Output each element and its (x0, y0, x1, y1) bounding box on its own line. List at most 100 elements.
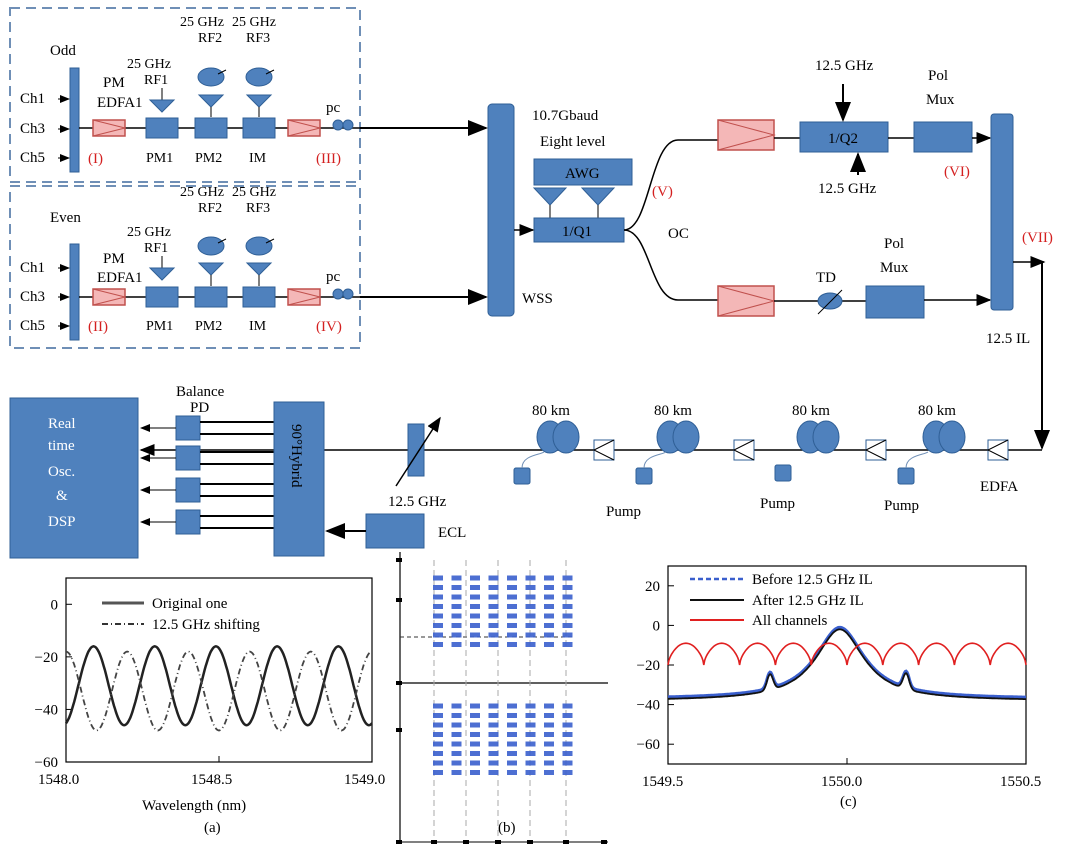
constellation-point (433, 623, 443, 628)
odd-rf2-amp-icon (197, 94, 225, 108)
even-rf3-freq: 25 GHz (232, 185, 276, 200)
chart-c-legend-1: Before 12.5 GHz IL (752, 572, 873, 588)
constellation-point (507, 594, 517, 600)
odd-pm-label: PM (103, 75, 125, 91)
even-rf1-freq: 25 GHz (127, 225, 171, 240)
constellation-point (470, 713, 480, 718)
constellation-point (470, 703, 480, 709)
odd-transmitter-group: Odd Ch1 Ch3 Ch5 PM EDFA1 pc 25 GHz RF1 (9, 7, 361, 183)
iq2-block (799, 121, 889, 153)
chart-a-ytick-label: 0 (51, 597, 59, 613)
constellation-point (433, 642, 443, 647)
constellation-point (488, 722, 499, 728)
chart-a-xtick-label: 1548.0 (38, 772, 79, 788)
constellation-point (525, 732, 536, 737)
balance-label: Balance (176, 384, 225, 400)
dsp-line-2: time (48, 438, 75, 454)
constellation-point (507, 732, 517, 737)
constellation-point (488, 770, 499, 775)
constellation-point (507, 613, 517, 619)
pd-block (175, 445, 201, 471)
chart-c-ytick-label: 0 (653, 618, 661, 634)
constellation-point (525, 741, 536, 747)
even-pm-label: PM (103, 251, 125, 267)
chart-b-xtick (527, 840, 533, 844)
constellation-point (544, 575, 554, 581)
constellation-point (562, 770, 573, 775)
odd-rf3-phase-icon (245, 67, 273, 87)
odd-rf1-freq: 25 GHz (127, 57, 171, 72)
constellation-point (451, 713, 462, 718)
iq2-top-freq: 12.5 GHz (815, 58, 874, 74)
constellation-point (525, 703, 536, 709)
tunable-filter-block (407, 423, 425, 477)
fiber-spool-icon (536, 420, 580, 454)
constellation-point (433, 703, 443, 709)
il-block (990, 113, 1014, 311)
constellation-point (433, 585, 443, 590)
constellation-point (525, 751, 536, 756)
span-4-label: 80 km (918, 403, 956, 419)
pol-mux-upper-line1: Pol (928, 68, 948, 84)
chart-c: 1549.5 1550.0 1550.5 20 0 −20 −40 −60 Before 12… (637, 565, 1041, 810)
even-pm2-label: PM2 (195, 319, 222, 334)
constellation-point (525, 760, 536, 766)
odd-title: Odd (50, 43, 76, 59)
odd-mux-bar (69, 67, 80, 173)
hybrid-label: 90°Hybrid (288, 424, 304, 488)
pol-mux-upper-line2: Mux (926, 92, 955, 108)
awg-driver-right-icon (580, 187, 616, 206)
constellation-point (507, 770, 517, 775)
iq2-label: 1/Q2 (828, 131, 858, 147)
pump-1-label: Pump (606, 504, 641, 520)
constellation-point (525, 604, 536, 609)
chart-c-ytick-label: −20 (637, 658, 660, 674)
even-edfa-icon (92, 288, 126, 306)
constellation-point (488, 632, 499, 638)
constellation-point (544, 642, 554, 647)
constellation-point (488, 713, 499, 718)
chart-b-ytick (396, 598, 402, 602)
constellation-point (525, 642, 536, 647)
constellation-point (470, 623, 480, 628)
awg-driver-left-icon (532, 187, 568, 206)
even-point-iv: (IV) (316, 319, 342, 335)
constellation-point (451, 732, 462, 737)
chart-c-ytick-label: −40 (637, 698, 660, 714)
chart-c-caption: (c) (840, 794, 857, 810)
span-1-label: 80 km (532, 403, 570, 419)
pump-icon (513, 467, 531, 485)
chart-b-ytick (396, 840, 402, 844)
chart-a-xtick-label: 1549.0 (344, 772, 385, 788)
pump-icon (897, 467, 915, 485)
fiber-spool-icon (656, 420, 700, 454)
constellation-point (470, 741, 480, 747)
dsp-block (9, 397, 139, 559)
odd-rf2-freq: 25 GHz (180, 15, 224, 30)
even-rf2-freq: 25 GHz (180, 185, 224, 200)
constellation-point (433, 613, 443, 619)
constellation-point (433, 732, 443, 737)
awg-rate-label: 10.7Gbaud (532, 108, 599, 124)
chart-a-series-1 (64, 644, 373, 727)
pd-block (175, 477, 201, 503)
span-group: 80 km 80 km 80 km 80 km (532, 403, 966, 454)
odd-ch5: Ch5 (20, 150, 45, 166)
even-rf3-name: RF3 (246, 201, 270, 216)
constellation-point (562, 741, 573, 747)
chart-a-ytick-label: −60 (35, 755, 58, 771)
constellation-point (488, 585, 499, 590)
odd-im-label: IM (249, 151, 267, 166)
constellation-point (451, 623, 462, 628)
constellation-point (433, 751, 443, 756)
constellation-point (451, 703, 462, 709)
odd-edfa2-icon (287, 119, 321, 137)
constellation-point (544, 585, 554, 590)
constellation-point (525, 632, 536, 638)
constellation-point (451, 594, 462, 600)
dsp-line-4: & (56, 488, 68, 504)
constellation-point (525, 594, 536, 600)
odd-rf1-name: RF1 (144, 73, 168, 88)
constellation-point (451, 632, 462, 638)
constellation-point (470, 575, 480, 581)
